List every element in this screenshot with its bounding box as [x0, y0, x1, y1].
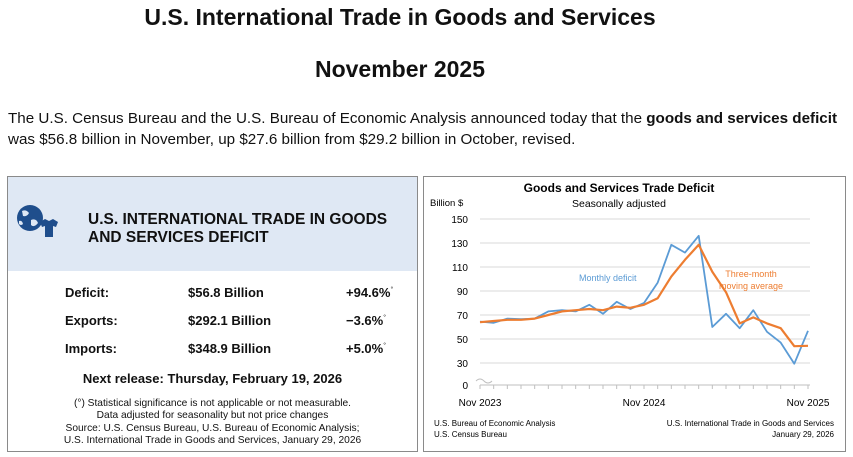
- monthly-annotation: Monthly deficit: [579, 273, 637, 283]
- summary-header: U.S. INTERNATIONAL TRADE IN GOODS AND SE…: [8, 177, 417, 271]
- y-tick-label: 70: [457, 311, 469, 322]
- row-label: Deficit:: [65, 285, 110, 300]
- row-change: +5.0%°: [346, 341, 387, 356]
- y-tick-label: 0: [462, 381, 468, 392]
- intro-paragraph: The U.S. Census Bureau and the U.S. Bure…: [8, 108, 848, 150]
- intro-text-2: was $56.8 billion in November, up $27.6 …: [8, 131, 576, 148]
- trade-deficit-chart: Goods and Services Trade Deficit Seasona…: [430, 181, 835, 439]
- y-tick-label: 50: [457, 335, 469, 346]
- row-label: Exports:: [65, 313, 118, 328]
- source-right-1: U.S. International Trade in Goods and Se…: [667, 419, 834, 428]
- x-tick-label: Nov 2024: [623, 398, 666, 409]
- source-left-1: U.S. Bureau of Economic Analysis: [434, 419, 555, 428]
- intro-text-1: The U.S. Census Bureau and the U.S. Bure…: [8, 110, 647, 127]
- y-tick-label: 150: [451, 215, 468, 226]
- deficit-row: Deficit: $56.8 Billion +94.6%°: [8, 285, 417, 307]
- y-tick-label: 90: [457, 287, 469, 298]
- x-tick-label: Nov 2023: [459, 398, 502, 409]
- next-release: Next release: Thursday, February 19, 202…: [82, 371, 343, 386]
- chart-title: Goods and Services Trade Deficit: [524, 181, 715, 195]
- row-label: Imports:: [65, 341, 117, 356]
- footnote-line: Source: U.S. Census Bureau, U.S. Bureau …: [65, 422, 360, 434]
- imports-row: Imports: $348.9 Billion +5.0%°: [8, 341, 417, 363]
- x-tick-label: Nov 2025: [787, 398, 830, 409]
- row-value: $56.8 Billion: [188, 285, 264, 300]
- row-change: −3.6%°: [346, 313, 387, 328]
- moving-annotation-line1: Three-month: [725, 269, 777, 279]
- chart-subtitle: Seasonally adjusted: [572, 198, 666, 210]
- exports-row: Exports: $292.1 Billion −3.6%°: [8, 313, 417, 335]
- footnote-line: Data adjusted for seasonality but not pr…: [96, 410, 329, 422]
- page-subtitle: November 2025: [314, 56, 486, 82]
- y-tick-label: 110: [452, 263, 468, 274]
- row-value: $292.1 Billion: [188, 313, 272, 328]
- moving-average-line: [479, 243, 809, 348]
- page-title: U.S. International Trade in Goods and Se…: [144, 4, 656, 30]
- y-axis-label: Billion $: [430, 198, 464, 209]
- summary-box: U.S. INTERNATIONAL TRADE IN GOODS AND SE…: [7, 176, 418, 452]
- source-right-2: January 29, 2026: [772, 430, 834, 439]
- footnote-line: U.S. International Trade in Goods and Se…: [63, 435, 362, 447]
- chart-box: Goods and Services Trade Deficit Seasona…: [423, 176, 846, 452]
- y-tick-label: 130: [451, 239, 468, 250]
- axis-break: [475, 378, 493, 384]
- monthly-deficit-line: [479, 234, 809, 365]
- summary-title: U.S. INTERNATIONAL TRADE IN GOODS AND SE…: [88, 211, 388, 246]
- globe-shirt-icon: [17, 205, 58, 237]
- footnote-line: (°) Statistical significance is not appl…: [73, 398, 351, 409]
- intro-text-bold: goods and services deficit: [646, 110, 838, 127]
- y-tick-label: 30: [457, 359, 469, 370]
- row-change: +94.6%°: [346, 285, 394, 300]
- source-left-2: U.S. Census Bureau: [434, 430, 507, 439]
- moving-annotation-line2: moving average: [719, 281, 783, 291]
- footnotes: (°) Statistical significance is not appl…: [8, 398, 417, 448]
- row-value: $348.9 Billion: [188, 341, 272, 356]
